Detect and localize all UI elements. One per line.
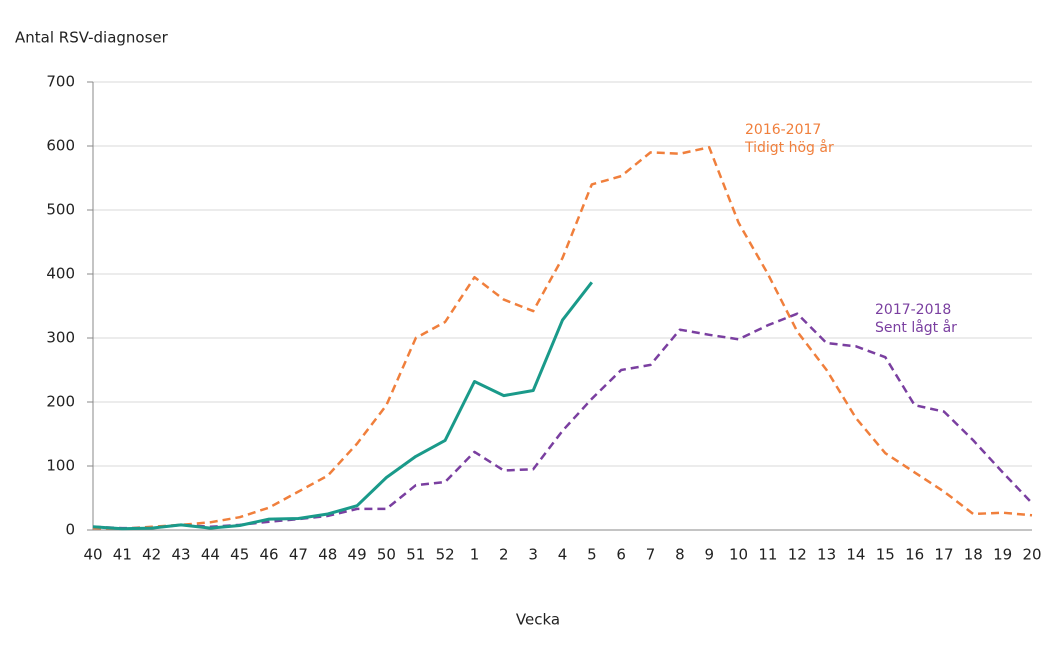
- x-tick-label: 2: [499, 546, 509, 564]
- x-tick-label: 48: [318, 546, 337, 564]
- series-label: 2017-2018: [875, 302, 951, 318]
- series-line: [92, 312, 1033, 530]
- y-tick-label: 700: [46, 73, 75, 91]
- x-tick-label: 3: [528, 546, 538, 564]
- x-tick-label: 41: [113, 546, 132, 564]
- y-tick-label: 0: [65, 521, 75, 539]
- y-tick-label: 500: [46, 201, 75, 219]
- x-tick-label: 8: [675, 546, 685, 564]
- x-tick-label: 9: [704, 546, 714, 564]
- x-tick-label: 6: [616, 546, 626, 564]
- x-tick-label: 44: [201, 546, 220, 564]
- x-tick-label: 46: [260, 546, 279, 564]
- x-tick-label: 50: [377, 546, 396, 564]
- y-tick-label: 200: [46, 393, 75, 411]
- x-tick-label: 42: [142, 546, 161, 564]
- x-tick-label: 19: [993, 546, 1012, 564]
- x-tick-label: 15: [876, 546, 895, 564]
- x-tick-label: 52: [436, 546, 455, 564]
- series-description: Tidigt hög år: [744, 139, 834, 156]
- x-tick-label: 11: [758, 546, 777, 564]
- x-tick-label: 10: [729, 546, 748, 564]
- series-label: 2016-2017: [745, 122, 821, 138]
- x-tick-label: 5: [587, 546, 597, 564]
- x-tick-label: 51: [406, 546, 425, 564]
- series-line: [92, 146, 1033, 530]
- x-tick-label: 49: [348, 546, 367, 564]
- series-description: Sent lågt år: [875, 319, 957, 336]
- x-tick-label: 12: [788, 546, 807, 564]
- x-tick-label: 17: [934, 546, 953, 564]
- x-tick-label: 7: [646, 546, 656, 564]
- y-tick-label: 300: [46, 329, 75, 347]
- y-axis-label: Antal RSV-diagnoser: [15, 29, 169, 47]
- x-tick-label: 14: [846, 546, 865, 564]
- y-tick-label: 600: [46, 137, 75, 155]
- x-tick-label: 18: [964, 546, 983, 564]
- x-tick-label: 47: [289, 546, 308, 564]
- x-tick-label: 1: [470, 546, 480, 564]
- series-line: [92, 281, 593, 531]
- x-tick-label: 20: [1022, 546, 1041, 564]
- x-tick-label: 45: [230, 546, 249, 564]
- x-tick-label: 43: [171, 546, 190, 564]
- y-tick-label: 400: [46, 265, 75, 283]
- x-tick-label: 16: [905, 546, 924, 564]
- x-axis-label: Vecka: [516, 611, 560, 629]
- x-tick-label: 13: [817, 546, 836, 564]
- x-tick-label: 40: [83, 546, 102, 564]
- y-tick-label: 100: [46, 457, 75, 475]
- x-tick-label: 4: [558, 546, 568, 564]
